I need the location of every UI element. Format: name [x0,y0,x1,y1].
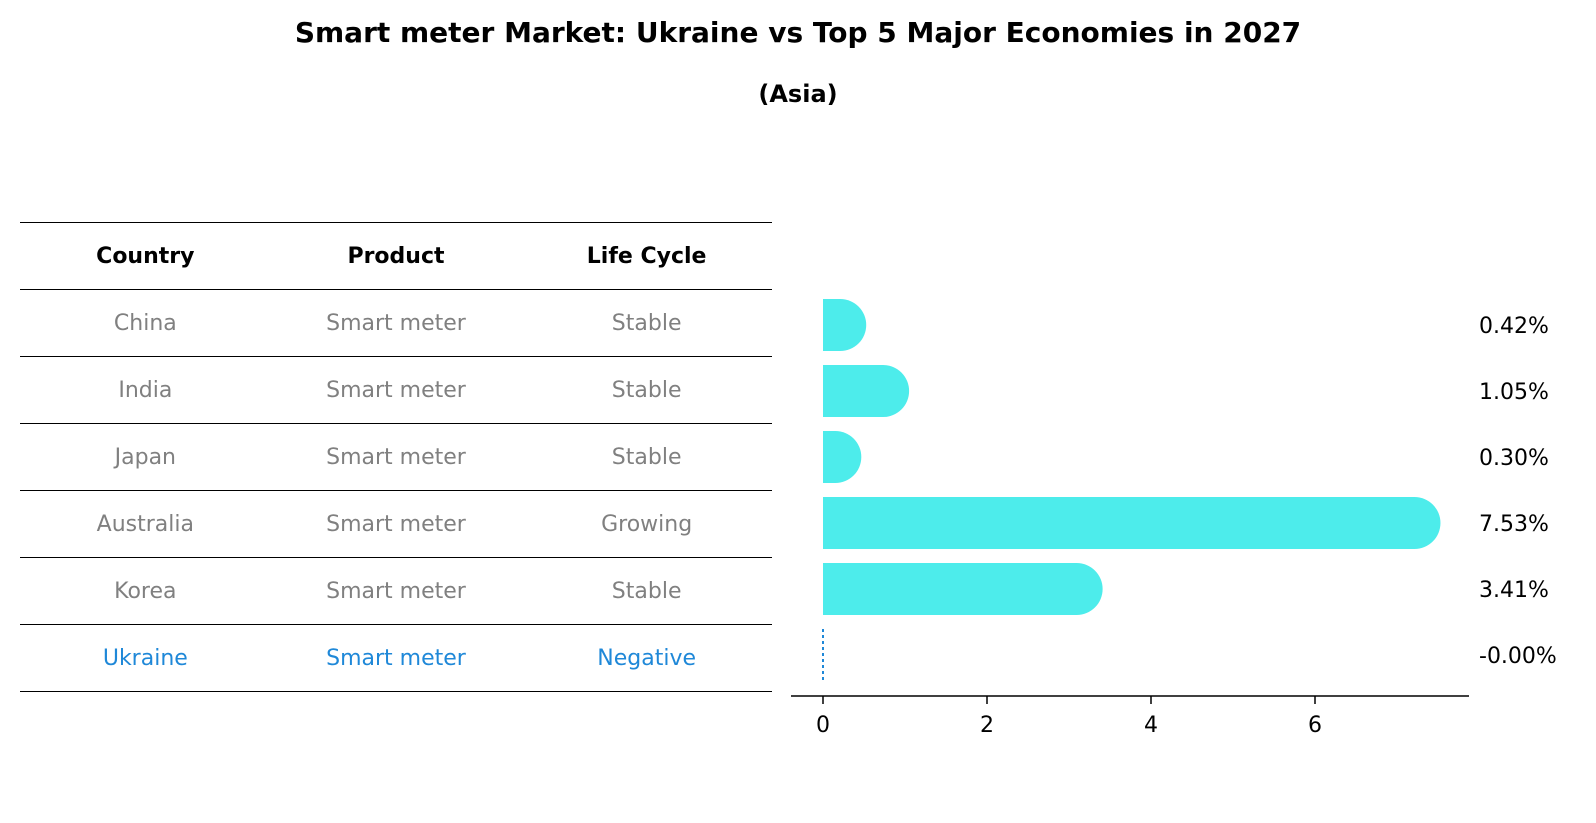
header-country: Country [96,243,195,269]
bar [823,299,867,351]
cell-life-cycle: Stable [611,310,682,336]
table-row: Korea Smart meter Stable [20,557,772,624]
table-row: Japan Smart meter Stable [20,423,772,490]
bar [823,497,1441,549]
cell-country: Korea [114,578,177,604]
table-header-row: Country Product Life Cycle [20,222,772,289]
bar-value-label: 0.30% [1479,446,1549,471]
cell-country: Ukraine [102,645,188,671]
table-row: India Smart meter Stable [20,356,772,423]
cell-product: Smart meter [326,377,466,403]
table-row-highlight: Ukraine Smart meter Negative [20,624,772,692]
table-row: Australia Smart meter Growing [20,490,772,557]
bar-value-label: 0.42% [1479,314,1549,339]
cell-product: Smart meter [326,511,466,537]
bar-value-label: -0.00% [1479,644,1557,669]
bar [823,365,910,417]
x-tick-label: 2 [980,713,994,738]
cell-product: Smart meter [326,444,466,470]
cell-life-cycle: Stable [611,444,682,470]
cell-life-cycle: Negative [597,645,696,671]
bar-value-label: 7.53% [1479,512,1549,537]
cell-life-cycle: Stable [611,578,682,604]
cell-product: Smart meter [326,645,466,671]
cell-country: Japan [114,444,176,470]
table-row: China Smart meter Stable [20,289,772,356]
chart-subtitle: (Asia) [758,80,838,108]
chart-title: Smart meter Market: Ukraine vs Top 5 Maj… [294,16,1302,49]
header-product: Product [347,243,445,269]
cell-country: China [113,310,177,336]
country-table: Country Product Life Cycle China Smart m… [20,222,772,692]
header-life-cycle: Life Cycle [586,243,707,269]
x-tick-label: 0 [816,713,830,738]
cell-life-cycle: Stable [611,377,682,403]
x-tick-label: 6 [1308,713,1322,738]
bar-value-label: 3.41% [1479,578,1549,603]
cell-product: Smart meter [326,578,466,604]
cell-country: India [118,377,173,403]
bar [823,563,1103,615]
x-tick-label: 4 [1144,713,1158,738]
cell-country: Australia [96,511,194,537]
cell-product: Smart meter [326,310,466,336]
cell-life-cycle: Growing [601,511,693,537]
bar-value-label: 1.05% [1479,380,1549,405]
bar [823,431,862,483]
